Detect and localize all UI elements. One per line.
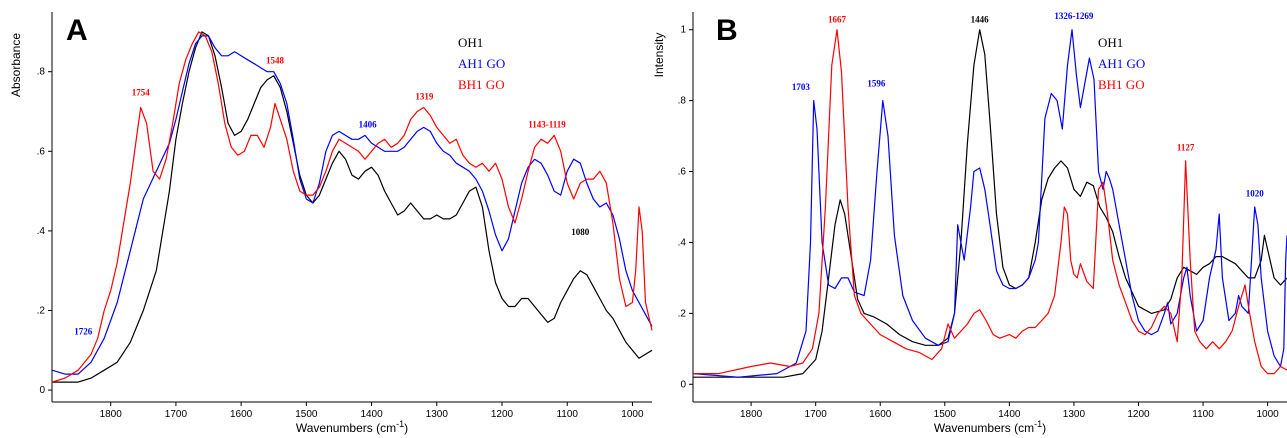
peak-annotation: 1080: [571, 227, 590, 237]
x-tick-label: 1000: [1257, 409, 1280, 420]
y-axis-title: Intensity: [652, 33, 666, 78]
legend-entry: AH1 GO: [458, 56, 505, 71]
x-tick-label: 1500: [295, 409, 318, 420]
peak-annotation: 1020: [1246, 188, 1265, 198]
series-line-ah1-go: [51, 35, 653, 375]
y-tick-label: .2: [37, 305, 46, 316]
y-tick-label: .2: [678, 308, 687, 319]
x-tick-label: 1100: [1192, 409, 1214, 420]
y-tick-label: .8: [37, 67, 46, 78]
y-tick-label: .8: [678, 96, 687, 107]
series-line-bh1-go: [51, 31, 653, 383]
legend-entry: BH1 GO: [1098, 77, 1145, 92]
x-tick-label: 1600: [869, 409, 892, 420]
x-tick-label: 1700: [805, 409, 828, 420]
x-tick-label: 1000: [621, 409, 644, 420]
x-tick-label: 1400: [360, 409, 383, 420]
x-tick-label: 1500: [934, 409, 957, 420]
legend-entry: OH1: [458, 35, 483, 50]
x-tick-label: 1200: [491, 409, 514, 420]
peak-annotation: 1446: [971, 15, 990, 25]
x-tick-label: 1100: [556, 409, 578, 420]
peak-annotation: 1326-1269: [1054, 11, 1093, 21]
chart-panel-b: 1800 1700 1600 1500 1400 1300 1200 1100 1000 0 .2.…: [652, 11, 1287, 435]
peak-annotation: 1406: [359, 119, 378, 129]
legend-entry: AH1 GO: [1098, 56, 1145, 71]
y-axis-title: Absorbance: [9, 33, 23, 97]
x-tick-label: 1700: [165, 409, 188, 420]
panel-label: B: [716, 14, 738, 47]
peak-annotation: 1596: [867, 78, 886, 88]
peak-annotation: 1548: [266, 56, 285, 66]
peak-annotation: 1319: [415, 92, 434, 102]
peak-annotation: 1703: [792, 82, 811, 92]
legend-entry: OH1: [1098, 35, 1123, 50]
y-tick-label: 0: [39, 385, 45, 396]
y-tick-label: 0: [680, 379, 686, 390]
series-line-bh1-go: [693, 29, 1287, 375]
peak-annotation: 1754: [132, 88, 151, 98]
x-tick-label: 1400: [998, 409, 1021, 420]
series-line-ah1-go: [692, 29, 1287, 378]
y-tick-label: .6: [37, 146, 46, 157]
x-tick-label: 1300: [1063, 409, 1086, 420]
x-axis-title: Wavenumbers (cm-1): [296, 419, 408, 435]
peak-annotation: 1127: [1177, 142, 1195, 152]
x-tick-label: 1600: [230, 409, 253, 420]
series-line-oh1: [693, 29, 1287, 378]
x-tick-label: 1800: [100, 409, 123, 420]
y-tick-label: .4: [678, 237, 687, 248]
y-tick-label: .4: [37, 226, 46, 237]
y-tick-label: 1: [680, 25, 686, 36]
y-tick-label: .6: [678, 167, 687, 178]
x-axis-title: Wavenumbers (cm-1): [934, 419, 1046, 435]
x-tick-label: 1200: [1127, 409, 1150, 420]
x-tick-label: 1800: [740, 409, 763, 420]
peak-annotation: 1143-1119: [528, 119, 566, 129]
panel-label: A: [66, 14, 88, 47]
x-tick-label: 1300: [426, 409, 449, 420]
legend-entry: BH1 GO: [458, 77, 505, 92]
series-line-oh1: [52, 31, 653, 383]
peak-annotation: 1667: [828, 15, 847, 25]
chart-panel-a: 1800 1700 1600 1500 1400 1300 1200 1100 1000 0 .2.…: [9, 12, 653, 435]
peak-annotation: 1726: [74, 326, 93, 336]
